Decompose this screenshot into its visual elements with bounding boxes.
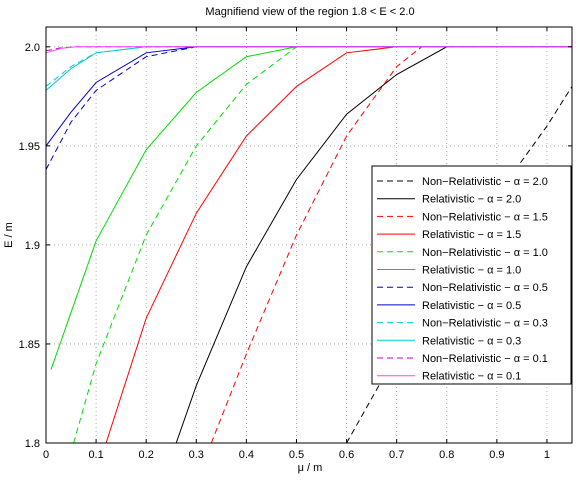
x-tick-label: 1 [544, 449, 550, 461]
y-tick-label: 1.85 [19, 339, 40, 351]
legend-label-7: Non−Relativistic − α = 0.5 [422, 282, 548, 294]
x-axis-ticks: 0 0.1 0.2 0.3 0.4 0.5 0.6 0.7 0.8 0.9 1 [43, 27, 550, 461]
series-line-10 [45, 46, 572, 91]
series-line-12 [45, 46, 572, 54]
x-tick-label: 0.2 [139, 449, 154, 461]
series-line-7 [45, 46, 572, 170]
y-tick-label: 2.0 [25, 42, 40, 54]
x-tick-label: 0.4 [239, 449, 254, 461]
series-line-2 [175, 46, 572, 444]
plot-frame [45, 26, 573, 444]
y-axis-label: E / m [3, 222, 15, 248]
series-line-4 [105, 46, 572, 444]
x-tick-label: 0.1 [88, 449, 103, 461]
y-tick-label: 1.95 [19, 141, 40, 153]
legend-label-8: Relativistic − α = 0.5 [422, 300, 521, 312]
series-line-11 [45, 46, 572, 52]
legend: Non−Relativistic − α = 2.0 Relativistic −… [371, 165, 572, 385]
legend-label-1: Non−Relativistic − α = 2.0 [422, 176, 548, 188]
x-tick-label: 0.6 [339, 449, 354, 461]
x-tick-label: 0.8 [439, 449, 454, 461]
legend-label-2: Relativistic − α = 2.0 [422, 194, 521, 206]
x-tick-label: 0.7 [389, 449, 404, 461]
y-tick-label: 1.9 [25, 240, 40, 252]
y-axis-ticks: 1.8 1.85 1.9 1.95 2.0 [19, 42, 572, 450]
plot-series [45, 46, 573, 444]
series-line-9 [45, 46, 572, 87]
legend-label-10: Relativistic − α = 0.3 [422, 335, 521, 347]
series-line-8 [45, 46, 572, 147]
chart-title: Magnifiend view of the region 1.8 < E < … [205, 6, 414, 18]
y-tick-label: 1.8 [25, 438, 40, 450]
legend-label-5: Non−Relativistic − α = 1.0 [422, 247, 548, 259]
x-tick-label: 0.5 [289, 449, 304, 461]
x-tick-label: 0 [43, 449, 49, 461]
legend-label-6: Relativistic − α = 1.0 [422, 265, 521, 277]
legend-label-4: Relativistic − α = 1.5 [422, 229, 521, 241]
legend-label-9: Non−Relativistic − α = 0.3 [422, 318, 548, 330]
legend-label-11: Non−Relativistic − α = 0.1 [422, 353, 548, 365]
legend-label-12: Relativistic − α = 0.1 [422, 371, 521, 383]
x-tick-label: 0.3 [189, 449, 204, 461]
legend-label-3: Non−Relativistic − α = 1.5 [422, 211, 548, 223]
legend-box [371, 165, 572, 385]
x-axis-label: μ / m [298, 462, 323, 474]
x-tick-label: 0.9 [489, 449, 504, 461]
